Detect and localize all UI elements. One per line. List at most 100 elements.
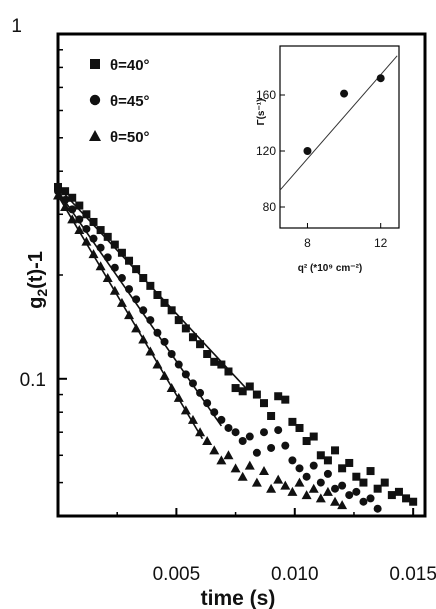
point-triangle: [209, 445, 220, 455]
inset-y-axis-label: Γ(s⁻¹): [256, 99, 267, 126]
point-circle: [231, 428, 240, 437]
point-square: [338, 464, 347, 473]
point-circle: [267, 443, 276, 452]
point-square: [117, 248, 126, 257]
y-tick-label-1: 1: [11, 16, 22, 37]
main-axis-ticks: [58, 33, 415, 516]
point-circle: [352, 487, 361, 496]
point-square: [153, 290, 162, 299]
point-triangle: [301, 490, 312, 500]
point-triangle: [173, 392, 184, 402]
point-triangle: [237, 471, 248, 481]
point-triangle: [216, 455, 227, 465]
point-triangle: [322, 486, 333, 496]
point-circle: [224, 423, 233, 432]
point-circle: [117, 274, 126, 283]
point-square: [217, 360, 226, 369]
inset-data-points: [303, 74, 385, 155]
point-triangle: [53, 190, 63, 200]
point-triangle: [95, 261, 106, 271]
point-triangle: [145, 346, 156, 356]
legend-marker-circle: [89, 94, 101, 106]
point-triangle: [230, 463, 241, 473]
point-circle: [259, 428, 268, 437]
point-square: [75, 201, 84, 210]
point-circle: [82, 224, 91, 233]
point-circle: [68, 205, 77, 214]
point-triangle: [315, 493, 326, 503]
point-circle: [288, 456, 297, 465]
point-square: [238, 387, 247, 396]
point-square: [110, 240, 119, 249]
point-square: [359, 478, 368, 487]
point-triangle: [102, 273, 113, 283]
point-circle: [309, 461, 318, 470]
x-tick-label-0-015: 0.015: [389, 564, 436, 585]
point-triangle: [195, 427, 206, 437]
point-square: [309, 432, 318, 441]
point-circle: [160, 337, 169, 346]
point-square: [402, 494, 411, 503]
point-circle: [281, 441, 290, 450]
point-square: [331, 446, 340, 455]
point-square: [174, 316, 183, 325]
point-circle: [323, 469, 332, 478]
point-circle: [110, 263, 119, 272]
point-square: [231, 384, 240, 393]
point-square: [103, 232, 112, 241]
point-triangle: [330, 496, 341, 506]
inset-y-axis-label-wrap: Γ(s⁻¹): [256, 99, 267, 126]
point-triangle: [187, 414, 198, 424]
point-triangle: [223, 450, 234, 460]
point-square: [316, 451, 325, 460]
inset-x-axis-label: q² (*10⁹ cm⁻²): [298, 263, 362, 274]
inset-point: [340, 89, 349, 98]
point-square: [188, 333, 197, 342]
point-square: [160, 298, 169, 307]
point-circle: [153, 328, 162, 337]
point-triangle: [294, 477, 305, 487]
point-square: [281, 395, 290, 404]
point-triangle: [166, 383, 177, 393]
point-circle: [217, 415, 226, 424]
point-square: [252, 390, 261, 399]
inset-y-tick-label-160: 160: [256, 88, 276, 102]
point-square: [409, 497, 418, 506]
legend-label-theta-45: θ=45°: [110, 93, 150, 110]
point-square: [259, 399, 268, 408]
inset-frame: [279, 45, 400, 229]
inset-axis-ticks: [280, 94, 382, 228]
point-triangle: [287, 486, 298, 496]
point-circle: [245, 432, 254, 441]
point-square: [125, 256, 134, 265]
point-square: [267, 411, 276, 420]
y-axis-label: g2(t)-1: [25, 251, 50, 309]
point-circle: [181, 370, 190, 379]
x-tick-label-0-005: 0.005: [153, 564, 201, 585]
point-square: [196, 340, 205, 349]
point-triangle: [109, 285, 120, 295]
legend-label-theta-40: θ=40°: [110, 57, 150, 74]
point-circle: [210, 408, 219, 417]
point-circle: [61, 196, 70, 205]
inset-x-tick-label-8: 8: [304, 236, 311, 250]
inset-point: [376, 74, 385, 83]
point-square: [366, 467, 375, 476]
point-circle: [252, 448, 261, 457]
point-circle: [167, 350, 176, 359]
y-axis-label-main: g: [25, 297, 47, 309]
point-circle: [203, 399, 212, 408]
point-triangle: [138, 334, 149, 344]
y-axis-label-rest: (t)-1: [25, 251, 47, 289]
point-triangle: [202, 436, 213, 446]
point-square: [68, 193, 77, 202]
point-triangle: [244, 460, 255, 470]
point-circle: [89, 234, 98, 243]
point-triangle: [308, 483, 319, 493]
point-circle: [188, 379, 197, 388]
point-circle: [238, 437, 247, 446]
point-triangle: [273, 474, 284, 484]
point-circle: [146, 316, 155, 325]
point-circle: [274, 426, 283, 435]
point-triangle: [337, 500, 348, 510]
